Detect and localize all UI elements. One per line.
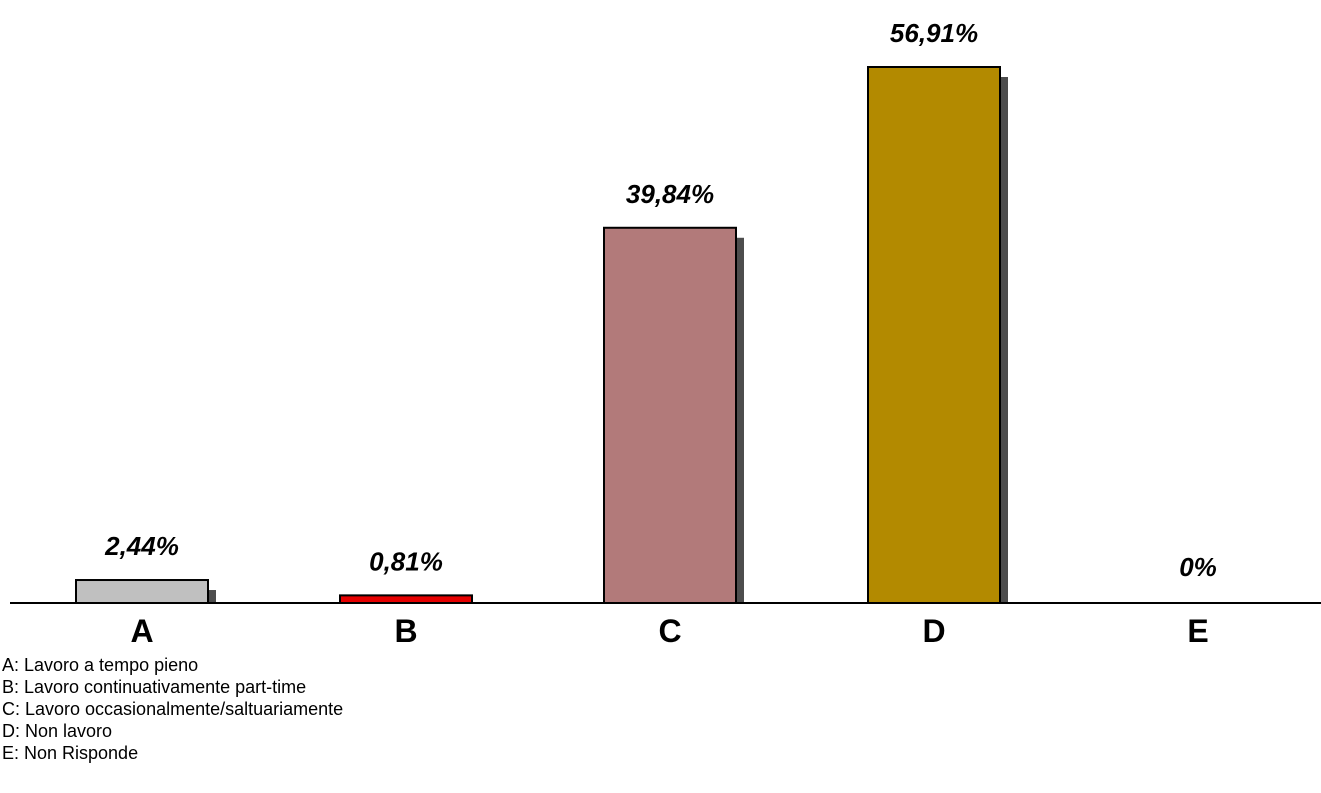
category-label-b: B <box>394 613 417 649</box>
bar-d <box>867 66 1001 604</box>
bar-chart: 2,44% 0,81% 39,84% 56,91% 0% A B C D E <box>10 18 1321 649</box>
category-label-e: E <box>1187 613 1208 649</box>
category-label-a: A <box>130 613 153 649</box>
value-label-a: 2,44% <box>104 531 179 561</box>
value-label-c: 39,84% <box>626 179 714 209</box>
legend-item-d: D: Non lavoro <box>2 721 113 741</box>
category-label-d: D <box>922 613 945 649</box>
bar-b <box>339 594 473 604</box>
legend-item-e: E: Non Risponde <box>2 743 139 763</box>
legend-item-b: B: Lavoro continuativamente part-time <box>2 677 307 697</box>
bar-c <box>603 226 737 604</box>
value-label-e: 0% <box>1179 552 1217 582</box>
legend-item-c: C: Lavoro occasionalmente/saltuariamente <box>2 699 344 719</box>
legend-item-a: A: Lavoro a tempo pieno <box>2 655 199 675</box>
bar-a <box>75 579 209 605</box>
value-label-b: 0,81% <box>369 546 443 576</box>
value-label-d: 56,91% <box>890 18 978 48</box>
category-label-c: C <box>658 613 681 649</box>
legend: A: Lavoro a tempo pieno B: Lavoro contin… <box>2 654 343 764</box>
